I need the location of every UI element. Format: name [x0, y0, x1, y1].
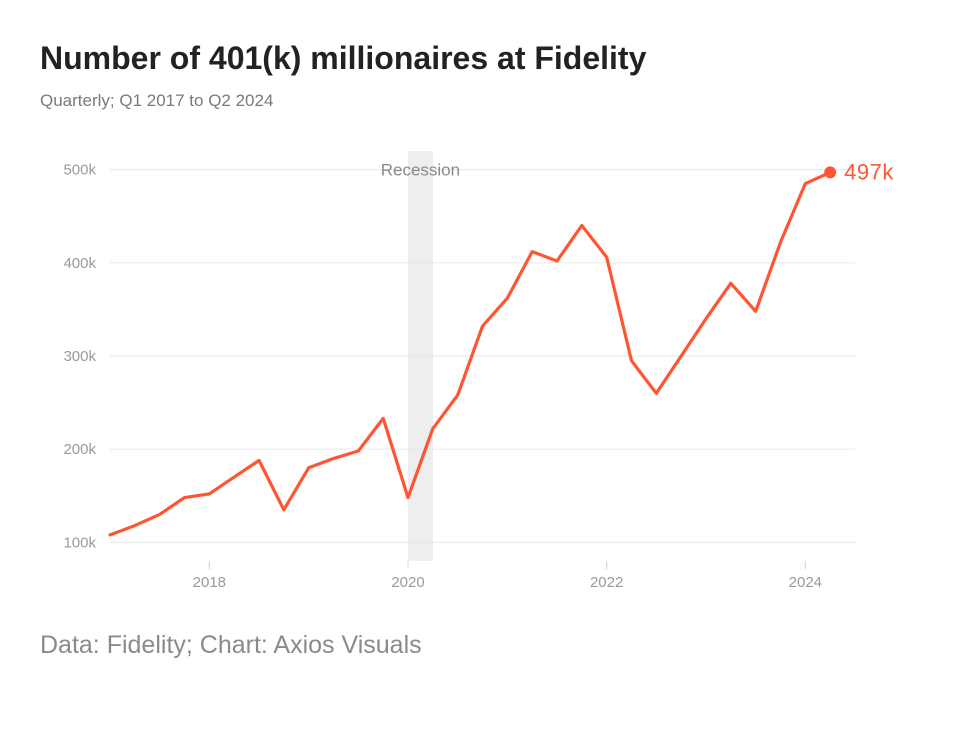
y-axis-label: 300k	[63, 348, 96, 365]
y-axis-label: 500k	[63, 162, 96, 179]
y-axis-label: 100k	[63, 534, 96, 551]
x-axis-label: 2022	[590, 574, 623, 591]
chart-page: Number of 401(k) millionaires at Fidelit…	[0, 0, 975, 753]
chart-subtitle: Quarterly; Q1 2017 to Q2 2024	[40, 91, 935, 111]
x-axis-label: 2018	[193, 574, 226, 591]
chart-area: 100k 200k 300k 400k 500k 2018 2020 2022 2024 Rece…	[40, 141, 935, 601]
chart-footer: Data: Fidelity; Chart: Axios Visuals	[40, 631, 935, 660]
end-marker	[824, 166, 836, 178]
line-chart-svg: 100k 200k 300k 400k 500k 2018 2020 2022 2024 Rece…	[40, 141, 935, 601]
chart-title: Number of 401(k) millionaires at Fidelit…	[40, 40, 935, 77]
end-value-label: 497k	[844, 159, 894, 184]
y-axis-label: 200k	[63, 441, 96, 458]
y-axis-label: 400k	[63, 255, 96, 272]
x-axis-label: 2024	[789, 574, 822, 591]
recession-label: Recession	[381, 161, 460, 180]
data-line	[110, 172, 830, 535]
x-axis-label: 2020	[391, 574, 424, 591]
